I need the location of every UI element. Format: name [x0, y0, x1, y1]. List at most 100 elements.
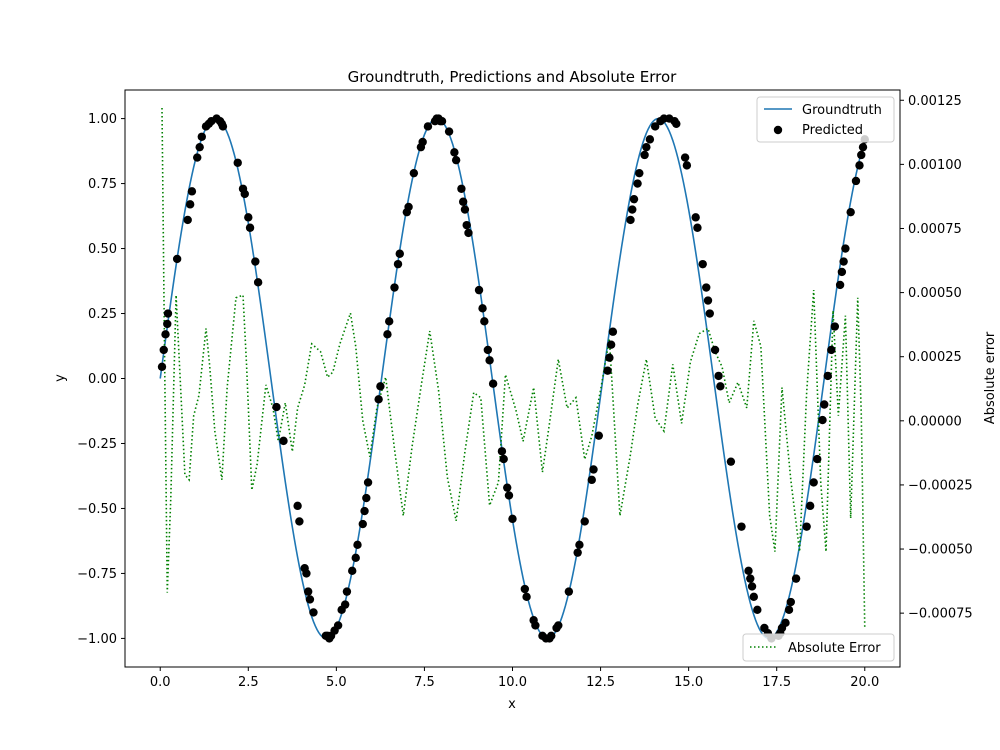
predicted-point	[193, 153, 202, 162]
predicted-point	[483, 345, 493, 355]
predicted-point	[195, 142, 204, 152]
predicted-point	[187, 187, 197, 196]
predicted-point	[305, 595, 315, 604]
predicted-point	[650, 122, 660, 131]
predicted-point	[450, 148, 459, 157]
x-tick-label: 15.0	[674, 675, 703, 690]
predicted-point	[580, 517, 589, 526]
predicted-point	[823, 371, 832, 381]
predicted-point	[605, 353, 614, 362]
predicted-point	[172, 254, 182, 264]
predicted-point	[682, 161, 692, 170]
predicted-point	[374, 395, 383, 404]
predicted-point	[218, 122, 228, 131]
predicted-point	[640, 150, 649, 160]
predicted-point	[418, 137, 427, 147]
legend-groundtruth-label: Groundtruth	[802, 103, 882, 118]
y2-tick-label: 0.00000	[908, 414, 962, 429]
legend-predicted-label: Predicted	[802, 123, 863, 138]
predicted-point	[480, 317, 489, 326]
predicted-point	[802, 522, 811, 531]
predicted-point	[855, 161, 864, 170]
predicted-point	[340, 600, 350, 609]
predicted-point	[360, 506, 369, 516]
predicted-point	[680, 153, 690, 162]
y2-tick-label: 0.00075	[908, 222, 962, 237]
y-tick-label: 0.75	[88, 177, 117, 192]
predicted-point	[163, 309, 173, 318]
predicted-point	[464, 228, 473, 238]
predicted-point	[554, 621, 563, 630]
y2-tick-label: −0.00075	[908, 607, 973, 622]
predicted-point	[159, 345, 168, 355]
predicted-point	[726, 457, 736, 466]
y2-tick-label: 0.00050	[908, 286, 962, 301]
predicted-point	[858, 142, 868, 152]
predicted-point	[693, 223, 702, 232]
x-tick-label: 17.5	[762, 675, 791, 690]
predicted-point	[451, 155, 461, 165]
predicted-point	[161, 330, 170, 339]
predicted-point	[363, 478, 373, 487]
predicted-point	[245, 223, 255, 232]
predicted-point	[253, 278, 263, 287]
predicted-point	[714, 371, 723, 381]
predicted-point	[626, 215, 635, 225]
predicted-point	[353, 540, 362, 550]
predicted-point	[460, 205, 470, 214]
x-tick-label: 7.5	[414, 675, 435, 690]
predicted-point	[594, 431, 604, 440]
predicted-point	[672, 119, 681, 128]
predicted-point	[457, 184, 466, 193]
predicted-point	[157, 362, 167, 371]
y2-tick-label: 0.00100	[908, 158, 962, 173]
predicted-point	[295, 517, 304, 526]
predicted-point	[362, 493, 371, 503]
predicted-point	[837, 267, 847, 277]
predicted-point	[333, 621, 343, 630]
predicted-point	[827, 345, 836, 355]
predicted-point	[691, 213, 700, 222]
predicted-point	[746, 574, 755, 583]
y-tick-label: 0.00	[88, 372, 117, 387]
y-tick-label: −0.25	[77, 437, 117, 452]
predicted-point	[348, 566, 357, 576]
predicted-point	[462, 220, 471, 230]
predicted-point	[629, 194, 639, 204]
predicted-point	[504, 491, 514, 500]
predicted-point	[404, 202, 413, 212]
predicted-point	[474, 285, 484, 295]
predicted-point	[309, 608, 318, 617]
predicted-point	[786, 597, 795, 607]
predicted-point	[351, 553, 360, 563]
predicted-point	[522, 592, 531, 602]
predicted-point	[244, 213, 253, 222]
predicted-point	[240, 189, 249, 199]
y2-tick-label: 0.00125	[908, 94, 962, 109]
predicted-point	[606, 340, 616, 349]
predicted-point	[698, 259, 707, 269]
predicted-point	[575, 540, 584, 550]
predicted-point	[251, 257, 260, 266]
predicted-point	[185, 200, 195, 209]
predicted-point	[293, 501, 302, 511]
y2-tick-label: 0.00025	[908, 350, 962, 365]
chart-title: Groundtruth, Predictions and Absolute Er…	[348, 68, 677, 86]
predicted-point	[547, 631, 556, 641]
predicted-point	[841, 244, 850, 253]
predicted-point	[820, 400, 829, 409]
predicted-point	[784, 605, 794, 615]
y2-axis-label: Absolute error	[983, 331, 998, 424]
predicted-point	[531, 621, 540, 630]
predicted-point	[478, 304, 487, 313]
predicted-point	[437, 116, 447, 126]
predicted-point	[409, 168, 419, 178]
y-axis-left: −1.00 −0.75 −0.50 −0.25 0.00 0.25 0.50 0.75 1.00	[77, 112, 125, 647]
predicted-point	[805, 501, 815, 511]
x-tick-label: 5.0	[326, 675, 347, 690]
predicted-point	[520, 584, 530, 594]
legend-abs-error-label: Absolute Error	[788, 641, 881, 656]
predicted-point	[383, 330, 392, 339]
y2-tick-label: −0.00050	[908, 543, 973, 558]
predicted-point	[744, 566, 753, 576]
